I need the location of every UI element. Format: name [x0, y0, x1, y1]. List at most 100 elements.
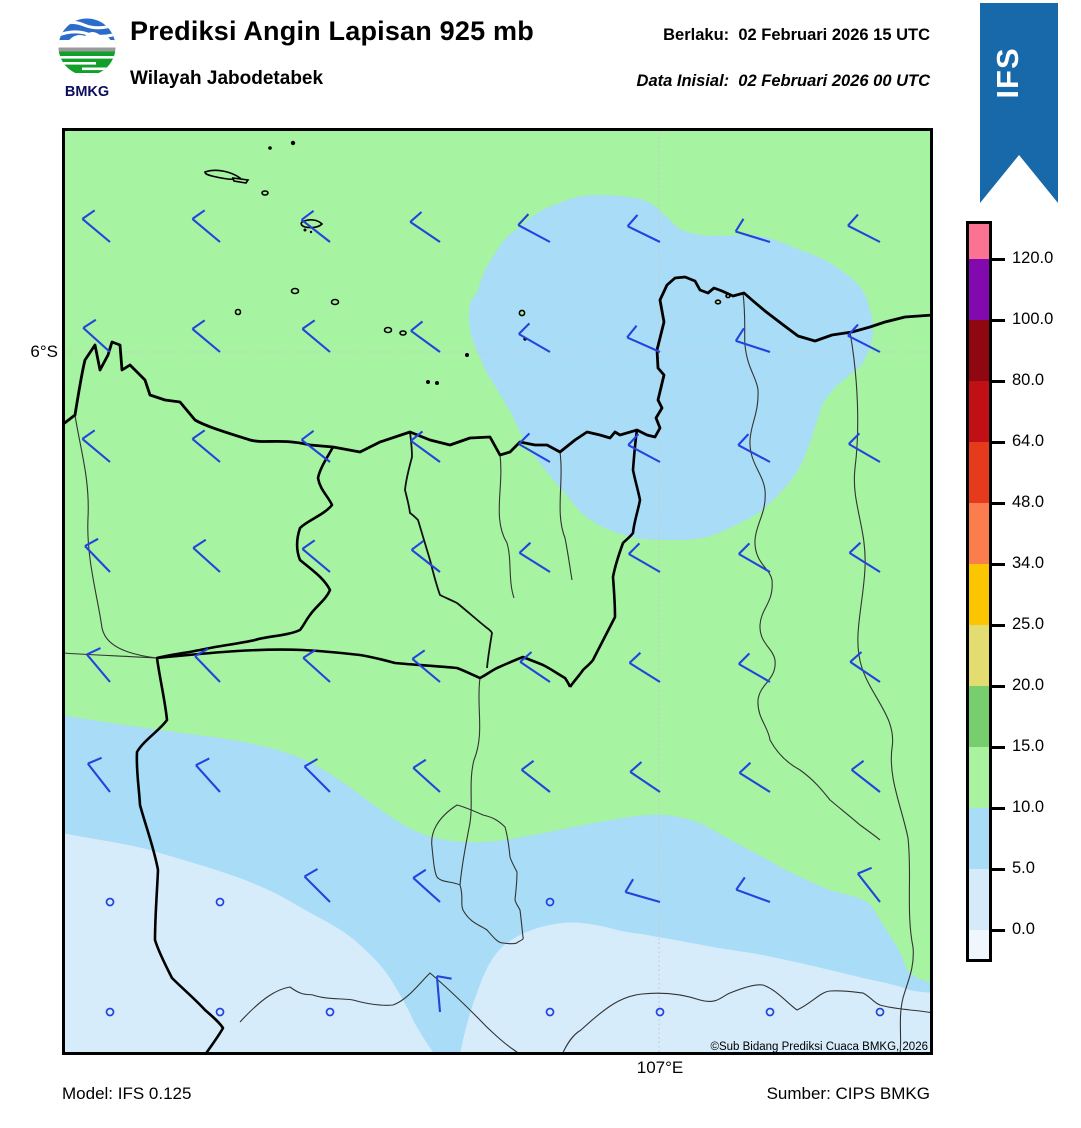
wind-barb-icon — [734, 218, 771, 244]
map-copyright: ©Sub Bidang Prediksi Cuaca BMKG, 2026 — [710, 1041, 928, 1053]
wind-barb-icon — [412, 758, 441, 793]
coastline — [61, 275, 934, 457]
bmkg-logo: BMKG — [58, 18, 116, 100]
wind-barb-icon — [300, 429, 331, 463]
wind-barb-icon — [194, 647, 221, 683]
calm-wind-icon — [545, 1007, 555, 1017]
map-panel: ©Sub Bidang Prediksi Cuaca BMKG, 2026 — [61, 128, 934, 1056]
shading-0-5-south-central — [460, 922, 933, 1055]
colorbar-tick — [992, 379, 1005, 383]
wind-barb-icon — [303, 868, 331, 903]
colorbar-segment — [969, 442, 989, 503]
ribbon-banner — [980, 3, 1058, 203]
bmkg-logo-text: BMKG — [65, 84, 109, 100]
lat-tick-label: 6°S — [30, 342, 58, 361]
wind-barb-icon — [301, 319, 331, 353]
colorbar-segment — [969, 686, 989, 747]
wind-barb-icon — [84, 537, 111, 573]
colorbar-segment — [969, 259, 989, 320]
colorbar-tick-label: 10.0 — [1012, 798, 1045, 816]
wind-barb-icon — [847, 323, 881, 353]
wind-barb-icon — [191, 209, 221, 243]
wind-barb-icon — [848, 541, 881, 573]
colorbar: 120.0 100.0 80.0 64.0 48.0 34.0 25.0 20.0 15.0 10… — [966, 221, 1081, 966]
colorbar-tick-label: 64.0 — [1012, 432, 1045, 450]
colorbar-tick-label: 20.0 — [1012, 676, 1045, 694]
colorbar-segment — [969, 564, 989, 625]
wind-barb-icon — [412, 868, 441, 903]
colorbar-segment — [969, 869, 989, 930]
wind-barb-icon — [410, 539, 441, 573]
colorbar-tick-label: 48.0 — [1012, 493, 1045, 511]
wind-barb-icon — [303, 758, 331, 793]
shading-5-10-bay-blob — [468, 195, 874, 540]
colorbar-tick — [992, 806, 1005, 810]
model-ribbon: IFS — [980, 3, 1058, 203]
wind-barb-icon — [517, 213, 551, 243]
calm-wind-icon — [105, 897, 115, 907]
wind-barb-icon — [410, 430, 441, 463]
wind-barb-icon — [849, 651, 881, 683]
map-border — [62, 128, 933, 1055]
wind-barb-icon — [81, 209, 111, 243]
wind-barb-icon — [738, 761, 771, 793]
colorbar-tick — [992, 501, 1005, 505]
wind-barb-icon — [518, 322, 551, 353]
wind-map — [61, 128, 934, 1056]
wind-barb-icon — [738, 542, 771, 573]
wind-barb-icon — [300, 209, 331, 243]
wind-barb-icon — [86, 756, 111, 793]
admin-boundary-medium — [404, 431, 493, 669]
wind-barb-icon — [519, 651, 551, 683]
wind-barb-icon — [626, 214, 661, 243]
calm-wind-icon — [215, 897, 225, 907]
wind-barb-icon — [734, 327, 771, 353]
calm-wind-icon — [325, 1007, 335, 1017]
colorbar-segment — [969, 381, 989, 442]
wind-barb-icon — [626, 325, 661, 353]
colorbar-tick-label: 5.0 — [1012, 859, 1035, 877]
page-subtitle: Wilayah Jabodetabek — [130, 68, 324, 89]
wind-barb-icon — [409, 211, 441, 243]
islet-dots — [268, 140, 527, 385]
colorbar-tick — [992, 623, 1005, 627]
colorbar-tick — [992, 745, 1005, 749]
wind-barb-icon — [518, 541, 551, 573]
wind-barb-icon — [628, 542, 661, 573]
wind-barb-icon — [848, 432, 881, 463]
calm-wind-icon — [215, 1007, 225, 1017]
wind-barb-icon — [856, 866, 881, 903]
wind-barb-icon — [435, 975, 452, 1013]
calm-wind-icon — [105, 1007, 115, 1017]
wind-barb-icon — [195, 757, 221, 793]
colorbar-segment — [969, 320, 989, 381]
colorbar-tick-label: 25.0 — [1012, 615, 1045, 633]
wind-barb-icon — [847, 213, 881, 243]
colorbar-tick-label: 0.0 — [1012, 920, 1035, 938]
colorbar-tick — [992, 440, 1005, 444]
admin-boundaries-thin — [61, 292, 934, 1056]
calm-wind-icon — [765, 1007, 775, 1017]
calm-wind-icon — [545, 897, 555, 907]
wind-barb-icon — [411, 649, 441, 683]
colorbar-tick-label: 100.0 — [1012, 310, 1054, 328]
colorbar-tick — [992, 684, 1005, 688]
colorbar-segment — [969, 747, 989, 808]
ribbon-text: IFS — [990, 47, 1025, 98]
colorbar-tick — [992, 318, 1005, 322]
wind-barb-icon — [738, 652, 771, 683]
colorbar-segment — [969, 625, 989, 686]
colorbar-tick — [992, 257, 1005, 261]
wind-barb-icon — [302, 648, 331, 683]
wind-barb-icon — [850, 759, 881, 793]
wind-barb-icon — [191, 319, 221, 353]
wind-barb-icon — [191, 429, 221, 463]
source-label: Sumber: CIPS BMKG — [766, 1084, 930, 1103]
wind-barb-icon — [81, 429, 111, 463]
islands — [204, 169, 731, 336]
wind-barb-icon — [82, 318, 111, 353]
calm-wind-icon — [655, 1007, 665, 1017]
colorbar-tick-label: 15.0 — [1012, 737, 1045, 755]
colorbar-tick — [992, 867, 1005, 871]
